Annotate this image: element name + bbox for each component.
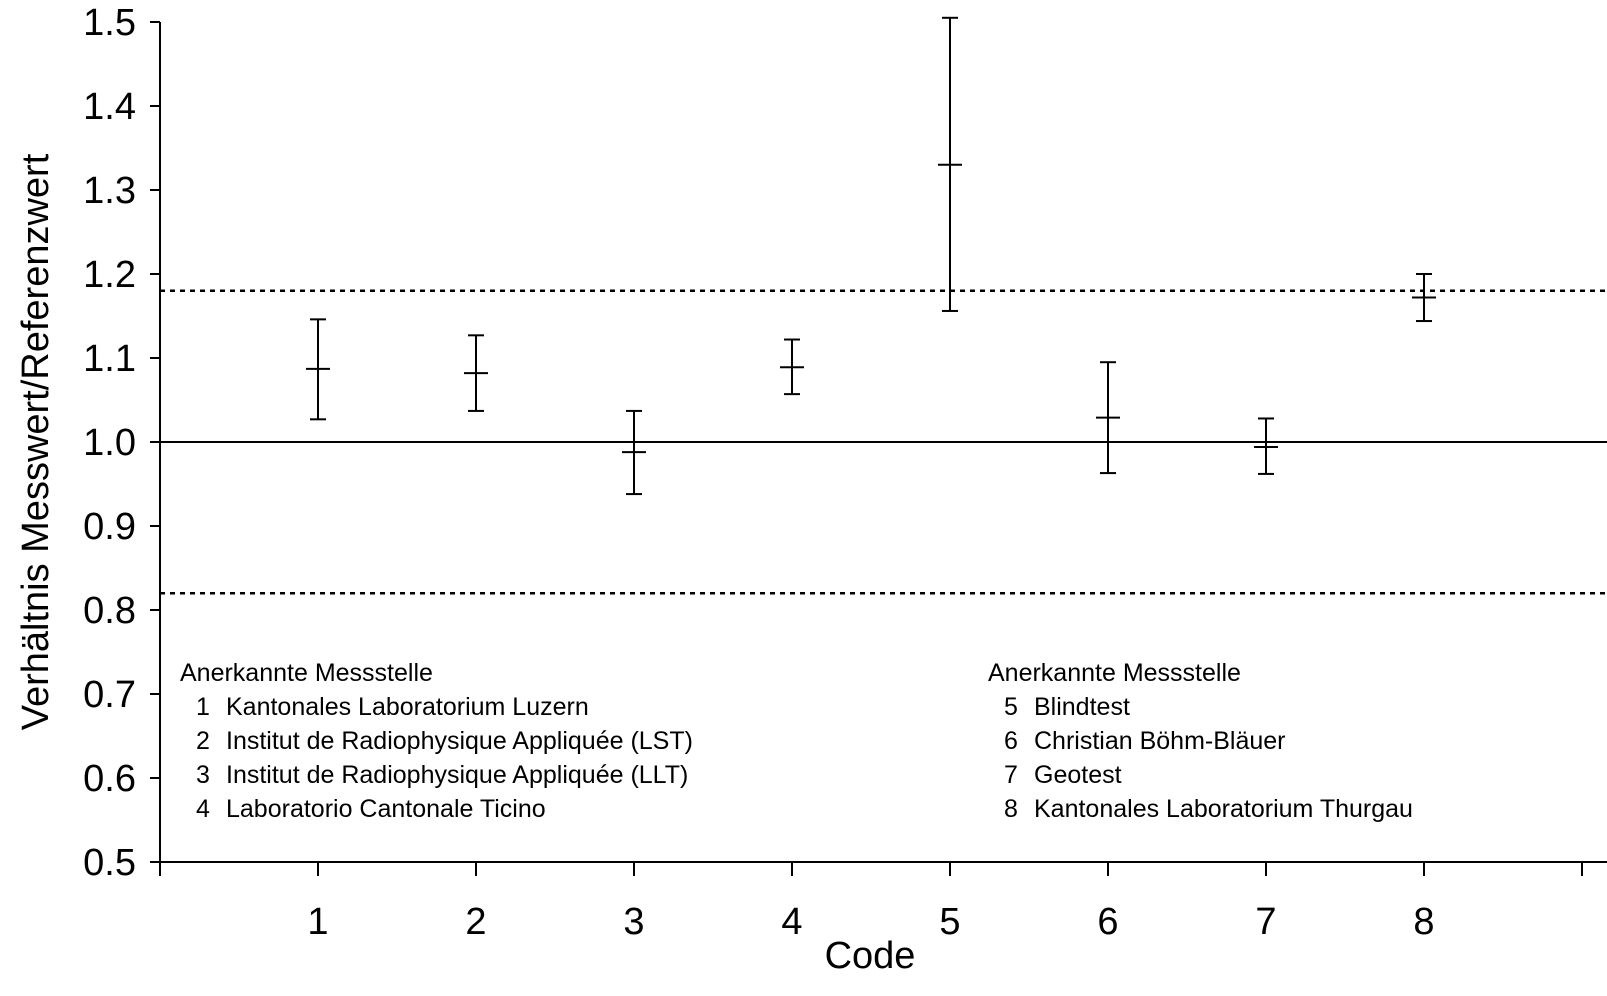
y-tick-label: 0.9 <box>83 506 136 548</box>
legend-code: 4 <box>196 795 210 823</box>
x-tick-label: 1 <box>307 901 328 943</box>
y-axis-title: Verhältnis Messwert/Referenzwert <box>15 153 57 730</box>
legend-label: Kantonales Laboratorium Luzern <box>226 693 589 721</box>
legend-code: 6 <box>1004 727 1018 755</box>
y-tick-label: 1.3 <box>83 170 136 212</box>
legend-item: 4 Laboratorio Cantonale Ticino <box>180 792 693 826</box>
legend-code: 7 <box>1004 761 1018 789</box>
legend-code: 2 <box>196 727 210 755</box>
legend-code: 5 <box>1004 693 1018 721</box>
x-axis-title: Code <box>825 935 916 977</box>
y-tick-label: 1.0 <box>83 422 136 464</box>
legend-label: Institut de Radiophysique Appliquée (LLT… <box>226 761 689 789</box>
y-tick-label: 1.5 <box>83 2 136 44</box>
x-tick-label: 8 <box>1413 901 1434 943</box>
legend-left-header: Anerkannte Messstelle <box>180 659 433 687</box>
x-tick-label: 3 <box>623 901 644 943</box>
legend-label: Laboratorio Cantonale Ticino <box>226 795 546 823</box>
legend-code: 8 <box>1004 795 1018 823</box>
y-tick-label: 1.1 <box>83 338 136 380</box>
y-tick-label: 1.4 <box>83 86 136 128</box>
legend-label: Geotest <box>1034 761 1122 789</box>
x-tick-label: 4 <box>781 901 802 943</box>
legend-item: 6 Christian Böhm-Bläuer <box>988 724 1413 758</box>
y-tick-label: 0.6 <box>83 758 136 800</box>
legend-item: 7 Geotest <box>988 758 1413 792</box>
legend-left: Anerkannte Messstelle 1 Kantonales Labora… <box>180 656 693 826</box>
legend-right: Anerkannte Messstelle 5 Blindtest 6 Christ… <box>988 656 1413 826</box>
legend-label: Blindtest <box>1034 693 1130 721</box>
x-tick-label: 2 <box>465 901 486 943</box>
legend-label: Kantonales Laboratorium Thurgau <box>1034 795 1413 823</box>
legend-item: 3 Institut de Radiophysique Appliquée (LL… <box>180 758 693 792</box>
legend-label: Institut de Radiophysique Appliquée (LST… <box>226 727 693 755</box>
y-tick-label: 0.7 <box>83 674 136 716</box>
y-tick-label: 0.5 <box>83 842 136 884</box>
x-tick-label: 7 <box>1255 901 1276 943</box>
y-tick-label: 1.2 <box>83 254 136 296</box>
legend-code: 1 <box>196 693 210 721</box>
legend-right-header: Anerkannte Messstelle <box>988 659 1241 687</box>
x-tick-label: 5 <box>939 901 960 943</box>
legend-item: 5 Blindtest <box>988 690 1413 724</box>
legend-label: Christian Böhm-Bläuer <box>1034 727 1286 755</box>
legend-item: 8 Kantonales Laboratorium Thurgau <box>988 792 1413 826</box>
legend-code: 3 <box>196 761 210 789</box>
y-tick-label: 0.8 <box>83 590 136 632</box>
x-tick-label: 6 <box>1097 901 1118 943</box>
legend-item: 2 Institut de Radiophysique Appliquée (LS… <box>180 724 693 758</box>
legend-item: 1 Kantonales Laboratorium Luzern <box>180 690 693 724</box>
